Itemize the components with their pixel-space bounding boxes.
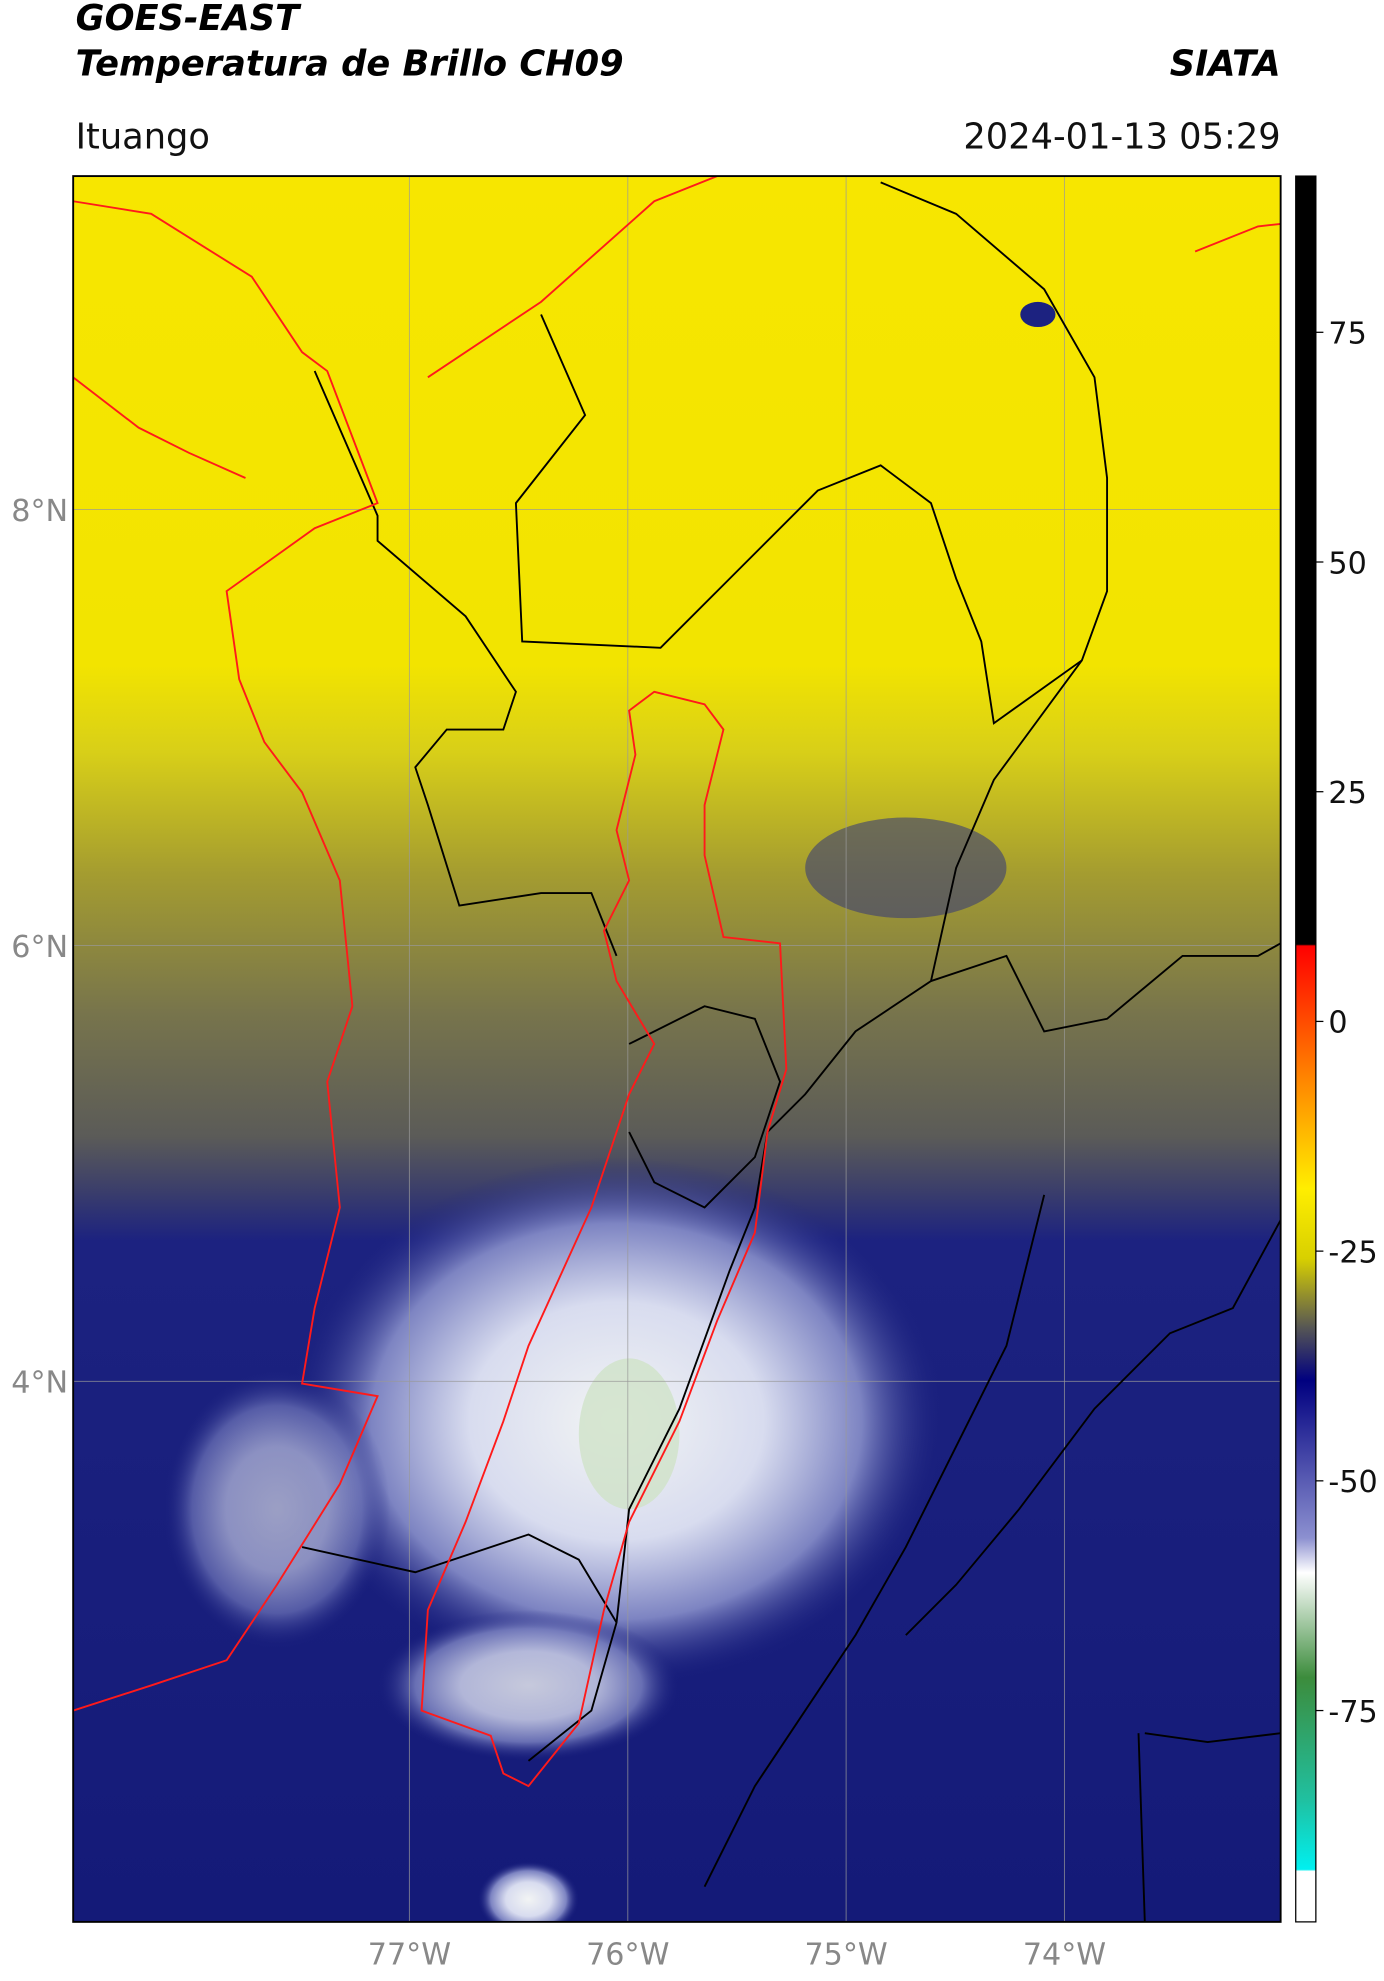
border [514, 181, 1109, 725]
map-frame [72, 175, 1282, 1923]
border [930, 942, 1281, 1033]
border [628, 1005, 782, 1209]
colorbar-label: 0 [1328, 1006, 1347, 1041]
colorbar-label: 50 [1328, 546, 1366, 581]
coast [73, 376, 246, 479]
colorbar-label: 25 [1328, 776, 1366, 811]
lon-label: 76°W [586, 1938, 669, 1973]
colorbar-label: 75 [1328, 317, 1366, 352]
cloud-cell [805, 817, 1007, 919]
coastline [73, 176, 1281, 1712]
lat-label: 4°N [11, 1366, 68, 1401]
watershed [420, 690, 788, 1788]
cloud-cell [1020, 301, 1056, 328]
border [313, 370, 618, 957]
coast [427, 176, 718, 379]
lat-label: 8°N [11, 494, 68, 529]
cloud-cell [163, 1370, 391, 1648]
coast [1194, 222, 1281, 253]
datetime: 2024-01-13 05:29 [963, 116, 1280, 157]
lon-label: 77°W [368, 1938, 451, 1973]
border [527, 659, 1083, 1762]
colorbar-label: -75 [1328, 1695, 1377, 1730]
brand: SIATA [1170, 43, 1281, 84]
graticule [73, 176, 1281, 1922]
location: Ituango [76, 116, 210, 157]
lon-label: 74°W [1023, 1938, 1106, 1973]
border [905, 1219, 1281, 1636]
title: GOES-EAST [76, 0, 302, 39]
coast [73, 200, 379, 1712]
map-area [73, 176, 1281, 1922]
border [301, 1533, 618, 1624]
lon-label: 75°W [804, 1938, 887, 1973]
border [1137, 1733, 1146, 1922]
subtitle: Temperatura de Brillo CH09 [76, 43, 624, 84]
axis-labels: 8°N 6°N 4°N 77°W 76°W 75°W 74°W 75 50 25 0 -25 -50 -7… [11, 317, 1377, 1973]
colorbar [1295, 175, 1317, 1923]
borders [301, 181, 1281, 1922]
colorbar-label: -50 [1328, 1465, 1377, 1500]
border [703, 1194, 1046, 1888]
border [1144, 1732, 1281, 1743]
colorbar-label: -25 [1328, 1235, 1377, 1270]
lat-label: 6°N [11, 930, 68, 965]
cloud-cell [478, 1861, 579, 1922]
cloud-cell [377, 1609, 680, 1761]
